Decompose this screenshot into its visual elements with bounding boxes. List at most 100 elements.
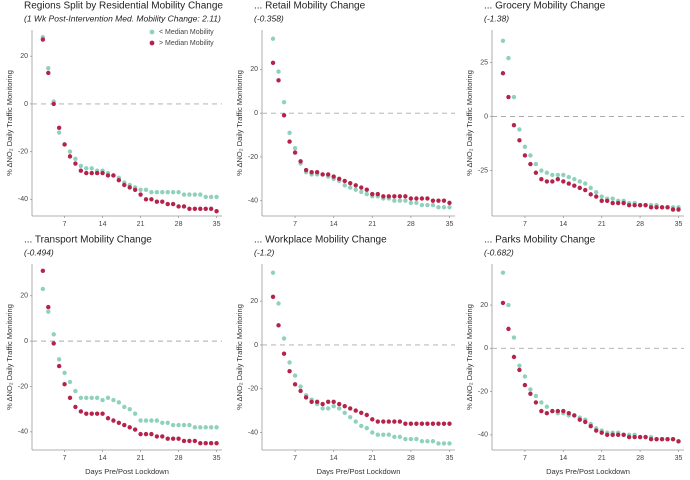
data-point <box>51 341 56 346</box>
data-point <box>588 424 593 429</box>
data-point <box>594 194 599 199</box>
data-point <box>544 411 550 416</box>
data-point <box>105 416 111 421</box>
data-point <box>116 178 122 183</box>
data-point <box>561 179 566 184</box>
data-point <box>610 200 615 206</box>
data-point <box>320 406 325 411</box>
x-tick-label: 14 <box>559 221 567 228</box>
y-tick-label: 20 <box>250 298 258 305</box>
data-point <box>533 393 539 399</box>
data-point <box>325 406 331 411</box>
x-tick-label: 14 <box>330 455 338 462</box>
data-point <box>517 127 522 132</box>
data-point <box>105 173 111 178</box>
data-point <box>572 183 577 188</box>
data-point <box>414 421 419 426</box>
data-point <box>111 173 116 178</box>
data-point <box>127 185 132 190</box>
data-point <box>381 419 386 424</box>
panel-subtitle: (-0.358) <box>254 13 284 23</box>
data-point <box>392 198 397 203</box>
y-tick-label: 25 <box>480 59 488 66</box>
data-point <box>610 432 615 438</box>
x-tick-label: 14 <box>330 221 338 228</box>
data-point <box>430 198 436 203</box>
y-axis-label: % ΔNO₂ Daily Traffic Monitoring <box>235 70 244 176</box>
data-point <box>122 182 127 188</box>
data-point <box>632 202 637 208</box>
data-point <box>176 436 181 441</box>
y-tick-label: -20 <box>248 154 258 161</box>
data-point <box>89 395 94 401</box>
data-point <box>94 395 100 401</box>
data-point <box>342 183 347 188</box>
data-point <box>511 354 517 360</box>
data-point <box>94 411 100 416</box>
data-point <box>359 410 364 415</box>
data-point <box>320 401 325 407</box>
data-point <box>132 411 138 416</box>
data-point <box>337 406 342 411</box>
data-point <box>89 411 94 416</box>
data-point <box>214 440 219 446</box>
data-point <box>331 399 336 405</box>
data-point <box>46 309 51 314</box>
data-point <box>392 434 397 440</box>
x-tick-label: 35 <box>213 455 221 462</box>
data-point <box>665 436 670 442</box>
data-point <box>287 369 292 374</box>
data-point <box>46 65 51 71</box>
data-point <box>500 270 506 275</box>
data-point <box>436 421 441 426</box>
data-point <box>353 408 358 413</box>
data-point <box>425 202 430 208</box>
data-point <box>397 434 403 440</box>
data-point <box>84 170 89 176</box>
data-point <box>419 439 425 444</box>
data-point <box>149 418 154 423</box>
data-point <box>621 432 626 438</box>
data-point <box>594 428 599 433</box>
data-point <box>40 286 46 292</box>
data-point <box>342 410 347 415</box>
data-point <box>198 440 203 446</box>
data-point <box>138 431 143 437</box>
data-point <box>276 78 281 83</box>
data-point <box>160 420 165 425</box>
data-point <box>414 196 419 201</box>
data-point <box>165 436 170 441</box>
data-point <box>149 189 154 195</box>
x-tick-label: 35 <box>675 455 683 462</box>
legend-label: > Median Mobility <box>159 40 214 47</box>
data-point <box>544 179 550 184</box>
data-point <box>298 159 303 164</box>
data-point <box>292 382 298 387</box>
data-point <box>56 363 62 369</box>
data-point <box>276 323 281 328</box>
y-tick-label: 20 <box>250 66 258 73</box>
data-point <box>127 425 132 430</box>
data-point <box>46 304 51 310</box>
data-point <box>414 436 419 442</box>
data-point <box>331 404 336 409</box>
data-point <box>100 397 105 403</box>
data-point <box>550 179 555 184</box>
data-point <box>447 205 452 210</box>
data-point <box>105 395 111 401</box>
data-point <box>116 400 122 405</box>
data-point <box>397 419 403 424</box>
y-tick-label: -25 <box>478 167 488 174</box>
data-point <box>56 125 62 130</box>
data-point <box>566 181 571 186</box>
data-point <box>138 187 143 192</box>
data-point <box>408 421 414 426</box>
data-point <box>500 38 506 44</box>
data-point <box>160 189 165 195</box>
data-point <box>143 187 149 192</box>
data-point <box>51 101 56 107</box>
data-point <box>436 441 441 446</box>
x-tick-label: 21 <box>368 221 376 228</box>
data-point <box>676 207 681 212</box>
data-point <box>187 206 192 212</box>
